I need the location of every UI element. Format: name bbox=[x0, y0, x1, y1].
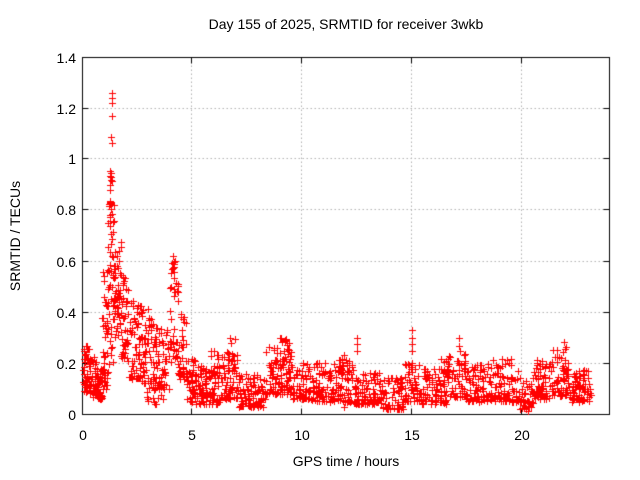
y-tick-label: 0 bbox=[68, 407, 76, 423]
y-tick-label: 1.2 bbox=[56, 101, 76, 117]
y-tick-label: 0.8 bbox=[56, 202, 76, 218]
y-axis-label: SRMTID / TECUs bbox=[7, 180, 23, 292]
y-tick-label: 1.4 bbox=[56, 50, 76, 66]
x-axis-label: GPS time / hours bbox=[292, 453, 400, 469]
x-tick-label: 15 bbox=[404, 427, 420, 443]
x-tick-label: 5 bbox=[188, 427, 196, 443]
y-tick-label: 0.6 bbox=[56, 254, 76, 270]
chart-title: Day 155 of 2025, SRMTID for receiver 3wk… bbox=[208, 16, 484, 32]
x-tick-label: 10 bbox=[294, 427, 310, 443]
y-tick-label: 0.4 bbox=[56, 305, 76, 321]
x-tick-label: 20 bbox=[514, 427, 530, 443]
y-tick-label: 1 bbox=[68, 151, 76, 167]
y-tick-label: 0.2 bbox=[56, 356, 76, 372]
x-tick-label: 0 bbox=[79, 427, 87, 443]
